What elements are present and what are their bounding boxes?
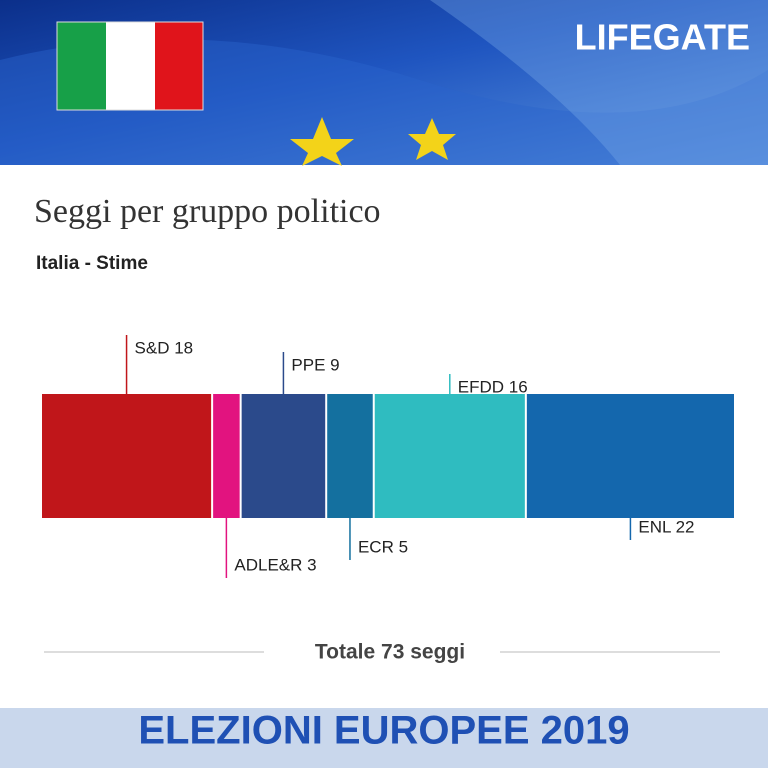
value-label: PPE 9: [291, 355, 339, 374]
bar-segment: [526, 394, 734, 518]
italian-flag: [56, 21, 204, 111]
bar-segment: [42, 394, 212, 518]
bar-segment: [327, 394, 373, 518]
footer-title: ELEZIONI EUROPEE 2019: [138, 709, 629, 753]
value-label: S&D 18: [135, 338, 194, 357]
chart-subtitle: Italia - Stime: [36, 253, 148, 274]
bar-segment: [241, 394, 326, 518]
footer-band: [0, 708, 768, 768]
bar-segment: [213, 394, 240, 518]
value-label: EFDD 16: [458, 377, 528, 396]
bar-segment: [374, 394, 525, 518]
chart-title: Seggi per gruppo politico: [34, 193, 381, 230]
value-label: ENL 22: [638, 517, 694, 536]
brand: LIFEGATE: [575, 17, 750, 58]
total-label: Totale 73 seggi: [315, 641, 465, 664]
value-label: ECR 5: [358, 537, 408, 556]
flag-light: [430, 0, 768, 165]
eu-star: [408, 118, 456, 160]
value-label: ADLE&R 3: [234, 555, 316, 574]
bar-group: S&D 18 ADLE&R 3 PPE 9 ECR 5 EFDD 16 ENL 22: [42, 335, 734, 578]
eu-star: [290, 117, 354, 166]
